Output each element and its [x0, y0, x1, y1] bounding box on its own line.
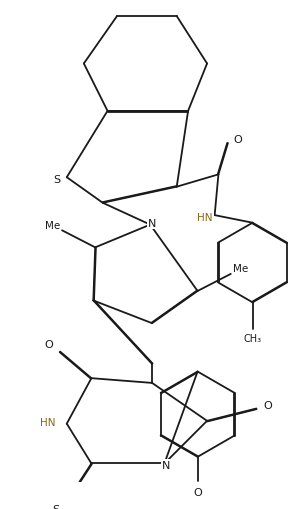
- Text: N: N: [162, 461, 170, 470]
- Text: O: O: [233, 135, 242, 145]
- Text: O: O: [45, 340, 53, 349]
- Text: N: N: [148, 218, 156, 228]
- Text: O: O: [263, 400, 272, 410]
- Text: S: S: [52, 504, 59, 509]
- Text: S: S: [54, 175, 61, 185]
- Text: CH₃: CH₃: [243, 334, 262, 344]
- Text: O: O: [193, 487, 202, 497]
- Text: HN: HN: [197, 213, 213, 222]
- Text: HN: HN: [40, 417, 56, 427]
- Text: Me: Me: [233, 264, 248, 274]
- Text: Me: Me: [45, 220, 60, 230]
